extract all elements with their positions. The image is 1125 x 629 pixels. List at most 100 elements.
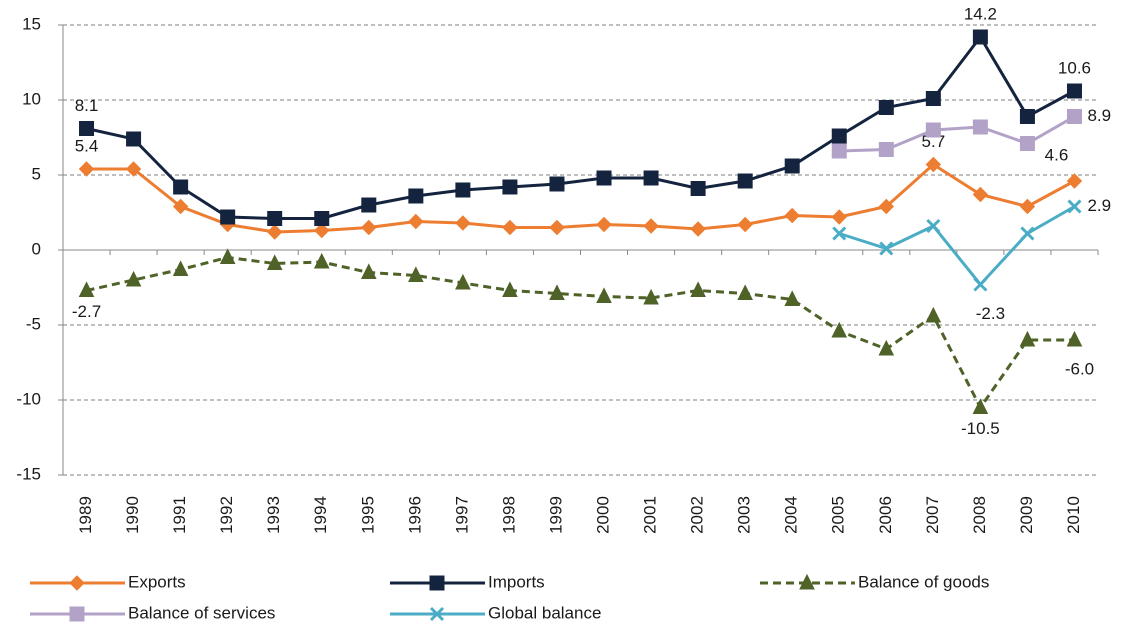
x-tick-label: 2010	[1064, 496, 1083, 534]
marker	[972, 29, 988, 45]
x-tick-label: 2005	[829, 496, 848, 534]
legend-marker	[799, 573, 815, 590]
marker	[690, 221, 706, 237]
marker	[502, 281, 518, 297]
marker	[125, 161, 142, 177]
legend-label: Global balance	[488, 603, 601, 622]
line	[839, 115, 1076, 153]
marker	[126, 131, 142, 147]
marker	[1066, 330, 1083, 347]
marker	[596, 170, 612, 186]
x-tick-label: 1989	[76, 496, 95, 534]
x-tick-label: 1992	[217, 496, 236, 534]
marker	[455, 215, 471, 231]
marker	[1019, 330, 1036, 347]
marker	[925, 156, 942, 173]
marker	[549, 219, 565, 236]
x-tick-label: 1995	[358, 496, 377, 534]
marker	[173, 179, 189, 195]
y-tick-label: -15	[16, 464, 41, 483]
series: 8.9	[831, 106, 1111, 159]
marker	[502, 219, 518, 236]
marker	[878, 339, 895, 356]
marker	[925, 91, 941, 106]
marker	[737, 173, 753, 189]
data-label: -2.3	[976, 304, 1005, 323]
x-tick-label: 2002	[688, 496, 707, 534]
marker	[972, 119, 988, 135]
marker	[926, 218, 941, 234]
marker	[78, 281, 95, 297]
marker	[549, 176, 565, 192]
series: 5.4 5.74.6	[75, 132, 1083, 240]
marker	[313, 252, 330, 269]
data-label: 2.9	[1087, 196, 1111, 215]
marker	[596, 287, 612, 303]
data-label: -6.0	[1065, 359, 1094, 378]
marker	[831, 209, 847, 225]
legend-label: Balance of services	[128, 603, 275, 622]
x-tick-label: 2001	[641, 496, 660, 534]
marker	[832, 226, 847, 241]
marker	[690, 281, 706, 297]
x-tick-label: 2007	[923, 496, 942, 534]
line	[838, 205, 1076, 287]
legend-marker	[429, 606, 445, 622]
marker	[737, 216, 753, 233]
marker	[1066, 173, 1083, 189]
x-tick-label: 2006	[876, 496, 895, 534]
marker	[1019, 136, 1035, 151]
marker	[455, 273, 471, 290]
y-tick-label: -5	[26, 314, 41, 333]
legend-marker	[69, 575, 85, 591]
data-label: 4.6	[1045, 145, 1069, 164]
marker	[643, 218, 659, 234]
marker	[973, 277, 988, 292]
marker	[784, 158, 800, 174]
legend-marker	[69, 606, 85, 622]
x-tick-label: 1997	[452, 496, 471, 534]
legend-item: Global balance	[390, 603, 601, 622]
marker	[1067, 199, 1082, 214]
legend-item: Exports	[30, 572, 186, 591]
data-label: 8.1	[75, 96, 99, 115]
marker	[220, 209, 236, 225]
marker	[1019, 109, 1035, 124]
marker	[925, 306, 942, 323]
marker	[831, 128, 847, 144]
marker	[972, 398, 989, 414]
marker	[361, 197, 377, 213]
marker	[879, 241, 894, 256]
x-tick-label: 1990	[123, 496, 142, 534]
legend-item: Balance of services	[30, 603, 275, 622]
data-label: 8.9	[1087, 106, 1111, 125]
y-tick-label: 0	[32, 239, 41, 258]
marker	[266, 224, 283, 240]
legend-marker	[429, 575, 445, 591]
marker	[314, 211, 330, 226]
marker	[502, 179, 518, 195]
y-tick-label: 10	[22, 89, 41, 108]
marker	[925, 122, 941, 138]
marker	[878, 100, 894, 115]
marker	[831, 143, 847, 159]
marker	[408, 213, 424, 230]
legend-label: Balance of goods	[858, 572, 989, 591]
marker	[784, 290, 801, 306]
marker	[360, 263, 377, 279]
marker	[549, 284, 565, 300]
line	[86, 255, 1075, 411]
marker	[219, 248, 236, 264]
marker	[1020, 226, 1035, 241]
marker	[172, 198, 189, 215]
marker	[125, 270, 142, 287]
marker	[643, 170, 659, 186]
marker	[972, 186, 989, 203]
marker	[79, 121, 95, 136]
marker	[408, 188, 424, 204]
marker	[314, 222, 330, 239]
marker	[455, 182, 471, 198]
y-tick-label: -10	[16, 389, 41, 408]
y-tick-label: 15	[22, 14, 41, 33]
data-label: -2.7	[72, 302, 101, 321]
